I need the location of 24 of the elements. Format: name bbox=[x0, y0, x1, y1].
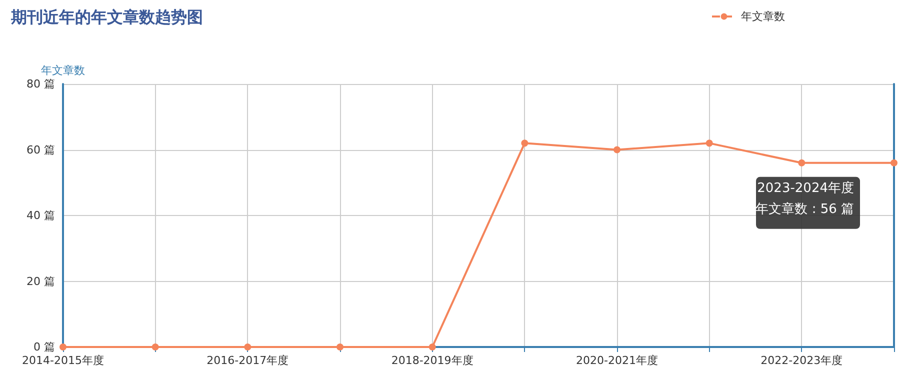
x-tick-label: 2020-2021年度 bbox=[576, 354, 658, 367]
y-tick-label: 80 篇 bbox=[26, 78, 55, 90]
y-tick-label: 20 篇 bbox=[26, 274, 55, 288]
point bbox=[890, 159, 898, 166]
point bbox=[798, 159, 806, 166]
legend-label: 年文章数 bbox=[741, 10, 785, 23]
x-tick-label: 2018-2019年度 bbox=[391, 354, 474, 367]
y-tick-label: 40 篇 bbox=[26, 209, 55, 222]
annotation: 2023-2024年度 bbox=[757, 180, 854, 196]
chart-title: 期刊近年的年文章数趋势图 bbox=[10, 8, 203, 26]
x-tick-label: 2016-2017年度 bbox=[206, 354, 289, 367]
y-tick-label: 0 篇 bbox=[34, 340, 55, 354]
point bbox=[706, 140, 713, 147]
y-tick-label: 60 篇 bbox=[26, 143, 55, 156]
point bbox=[152, 344, 159, 350]
point bbox=[336, 344, 344, 350]
point bbox=[614, 146, 620, 154]
x-tick-label: 2022-2023年度 bbox=[760, 354, 843, 367]
y-axis-title: 年文章数 bbox=[41, 64, 85, 77]
x-tick-label: 2014-2015年度 bbox=[22, 354, 104, 367]
point bbox=[521, 140, 528, 147]
point bbox=[244, 344, 252, 350]
annotation: 年文章数 : 56 篇 bbox=[756, 202, 854, 217]
point bbox=[428, 344, 436, 350]
